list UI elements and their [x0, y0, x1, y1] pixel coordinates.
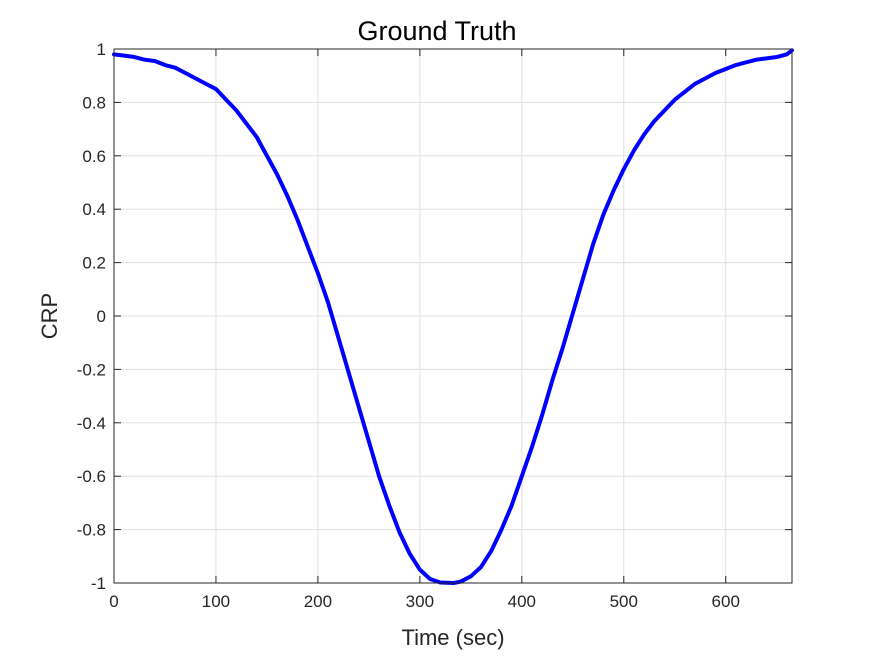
y-tick-label: 0.4: [82, 200, 106, 219]
x-ticks: 0 100 200 300 400 500 600: [109, 49, 740, 611]
y-tick-label: -0.4: [77, 414, 106, 433]
y-tick-label: 0.2: [82, 254, 106, 273]
grid: [114, 49, 792, 583]
y-tick-label: -0.6: [77, 467, 106, 486]
series: [112, 48, 794, 585]
x-tick-label: 500: [610, 592, 638, 611]
y-tick-label: -0.8: [77, 521, 106, 540]
x-tick-label: 400: [508, 592, 536, 611]
y-axis-label: CRP: [37, 293, 62, 339]
x-tick-label: 600: [712, 592, 740, 611]
y-ticks: 1 0.8 0.6 0.4 0.2 0 -0.2 -0.4 -0.6 -0.8 -1: [77, 40, 792, 593]
x-axis-label: Time (sec): [401, 625, 504, 650]
y-tick-label: -0.2: [77, 360, 106, 379]
series-line: [112, 48, 794, 585]
x-tick-label: 300: [406, 592, 434, 611]
x-tick-label: 100: [202, 592, 230, 611]
y-tick-label: 1: [97, 40, 106, 59]
x-tick-label: 0: [109, 592, 118, 611]
chart-title: Ground Truth: [357, 16, 516, 46]
y-tick-label: 0.8: [82, 93, 106, 112]
x-tick-label: 200: [304, 592, 332, 611]
y-tick-label: 0: [97, 307, 106, 326]
y-tick-label: 0.6: [82, 147, 106, 166]
y-tick-label: -1: [91, 574, 106, 593]
